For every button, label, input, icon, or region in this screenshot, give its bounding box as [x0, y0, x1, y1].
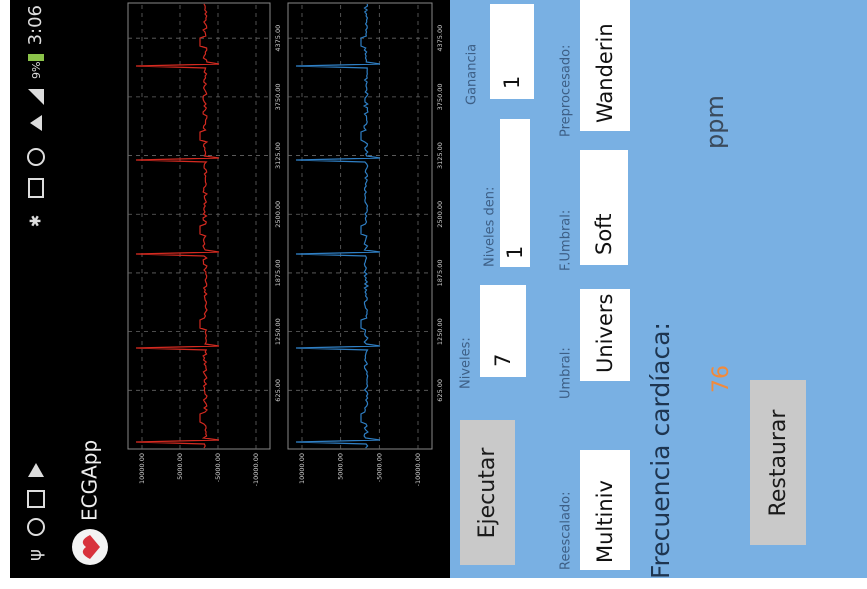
app-title: ECGApp — [78, 440, 102, 521]
x-tick-label: 4375.00 — [436, 25, 444, 52]
rescaling-value[interactable]: Multiniv — [593, 480, 617, 563]
preprocessing-label: Preprocesado: — [559, 45, 574, 137]
gain-value[interactable]: 1 — [500, 76, 524, 89]
phone-screen: ψ ✱ 9% 3:06 ECGApp 10000.00 5000.00 -5000.… — [0, 0, 867, 589]
denoise-levels-label: Niveles den: — [483, 187, 498, 267]
threshold-value[interactable]: Univers — [593, 294, 617, 373]
levels-label: Niveles: — [459, 337, 474, 389]
battery-icon — [28, 54, 44, 61]
y-tick-label: 5000.00 — [176, 453, 184, 480]
denoise-levels-input[interactable] — [500, 119, 530, 267]
heart-rate-unit: ppm — [701, 95, 729, 149]
x-tick-label: 3750.00 — [274, 83, 282, 110]
x-tick-label: 2500.00 — [274, 201, 282, 228]
x-tick-label: 1875.00 — [274, 260, 282, 287]
battery-text: 9% — [30, 62, 43, 79]
x-tick-label: 3125.00 — [436, 142, 444, 169]
bluetooth-icon: ✱ — [27, 215, 45, 228]
y-tick-label: -10000.00 — [414, 453, 422, 486]
y-tick-label: 10000.00 — [298, 453, 306, 484]
x-tick-label: 1875.00 — [436, 260, 444, 287]
y-tick-label: 5000.00 — [337, 453, 345, 480]
x-tick-label: 625.00 — [274, 379, 282, 402]
threshold-function-label: F.Umbral: — [559, 210, 574, 271]
rescaling-label: Reescalado: — [559, 492, 574, 571]
y-tick-label: -5000.00 — [375, 453, 383, 482]
x-tick-label: 4375.00 — [274, 25, 282, 52]
threshold-label: Umbral: — [559, 347, 574, 399]
heart-rate-label: Frecuencia cardíaca: — [646, 322, 675, 579]
x-tick-label: 625.00 — [436, 379, 444, 402]
reset-button-text[interactable]: Restaurar — [766, 409, 791, 517]
gain-label: Ganancia — [465, 44, 480, 105]
usb-icon: ψ — [25, 549, 46, 561]
y-tick-label: 10000.00 — [138, 453, 146, 484]
threshold-clip: Univers — [593, 294, 617, 373]
levels-value[interactable]: 7 — [491, 354, 515, 367]
page: {"status_bar": {"battery": "9%", "time":… — [0, 0, 867, 589]
y-tick-label: -5000.00 — [214, 453, 222, 482]
preprocessing-value[interactable]: Wanderin — [593, 23, 617, 123]
x-tick-label: 3750.00 — [436, 83, 444, 110]
clock: 3:06 — [25, 5, 46, 45]
run-button-text[interactable]: Ejecutar — [475, 447, 500, 539]
denoise-levels-value[interactable]: 1 — [503, 246, 527, 259]
screenshot: ψ ✱ 9% 3:06 ECGApp 10000.00 5000.00 -5000.… — [0, 0, 867, 589]
threshold-function-value[interactable]: Soft — [592, 214, 616, 255]
y-tick-label: -10000.00 — [252, 453, 260, 486]
heart-rate-value: 76 — [709, 365, 734, 393]
x-tick-label: 3125.00 — [274, 142, 282, 169]
x-tick-label: 1250.00 — [436, 318, 444, 345]
charts-panel — [120, 0, 450, 578]
x-tick-label: 1250.00 — [274, 318, 282, 345]
x-tick-label: 2500.00 — [436, 201, 444, 228]
